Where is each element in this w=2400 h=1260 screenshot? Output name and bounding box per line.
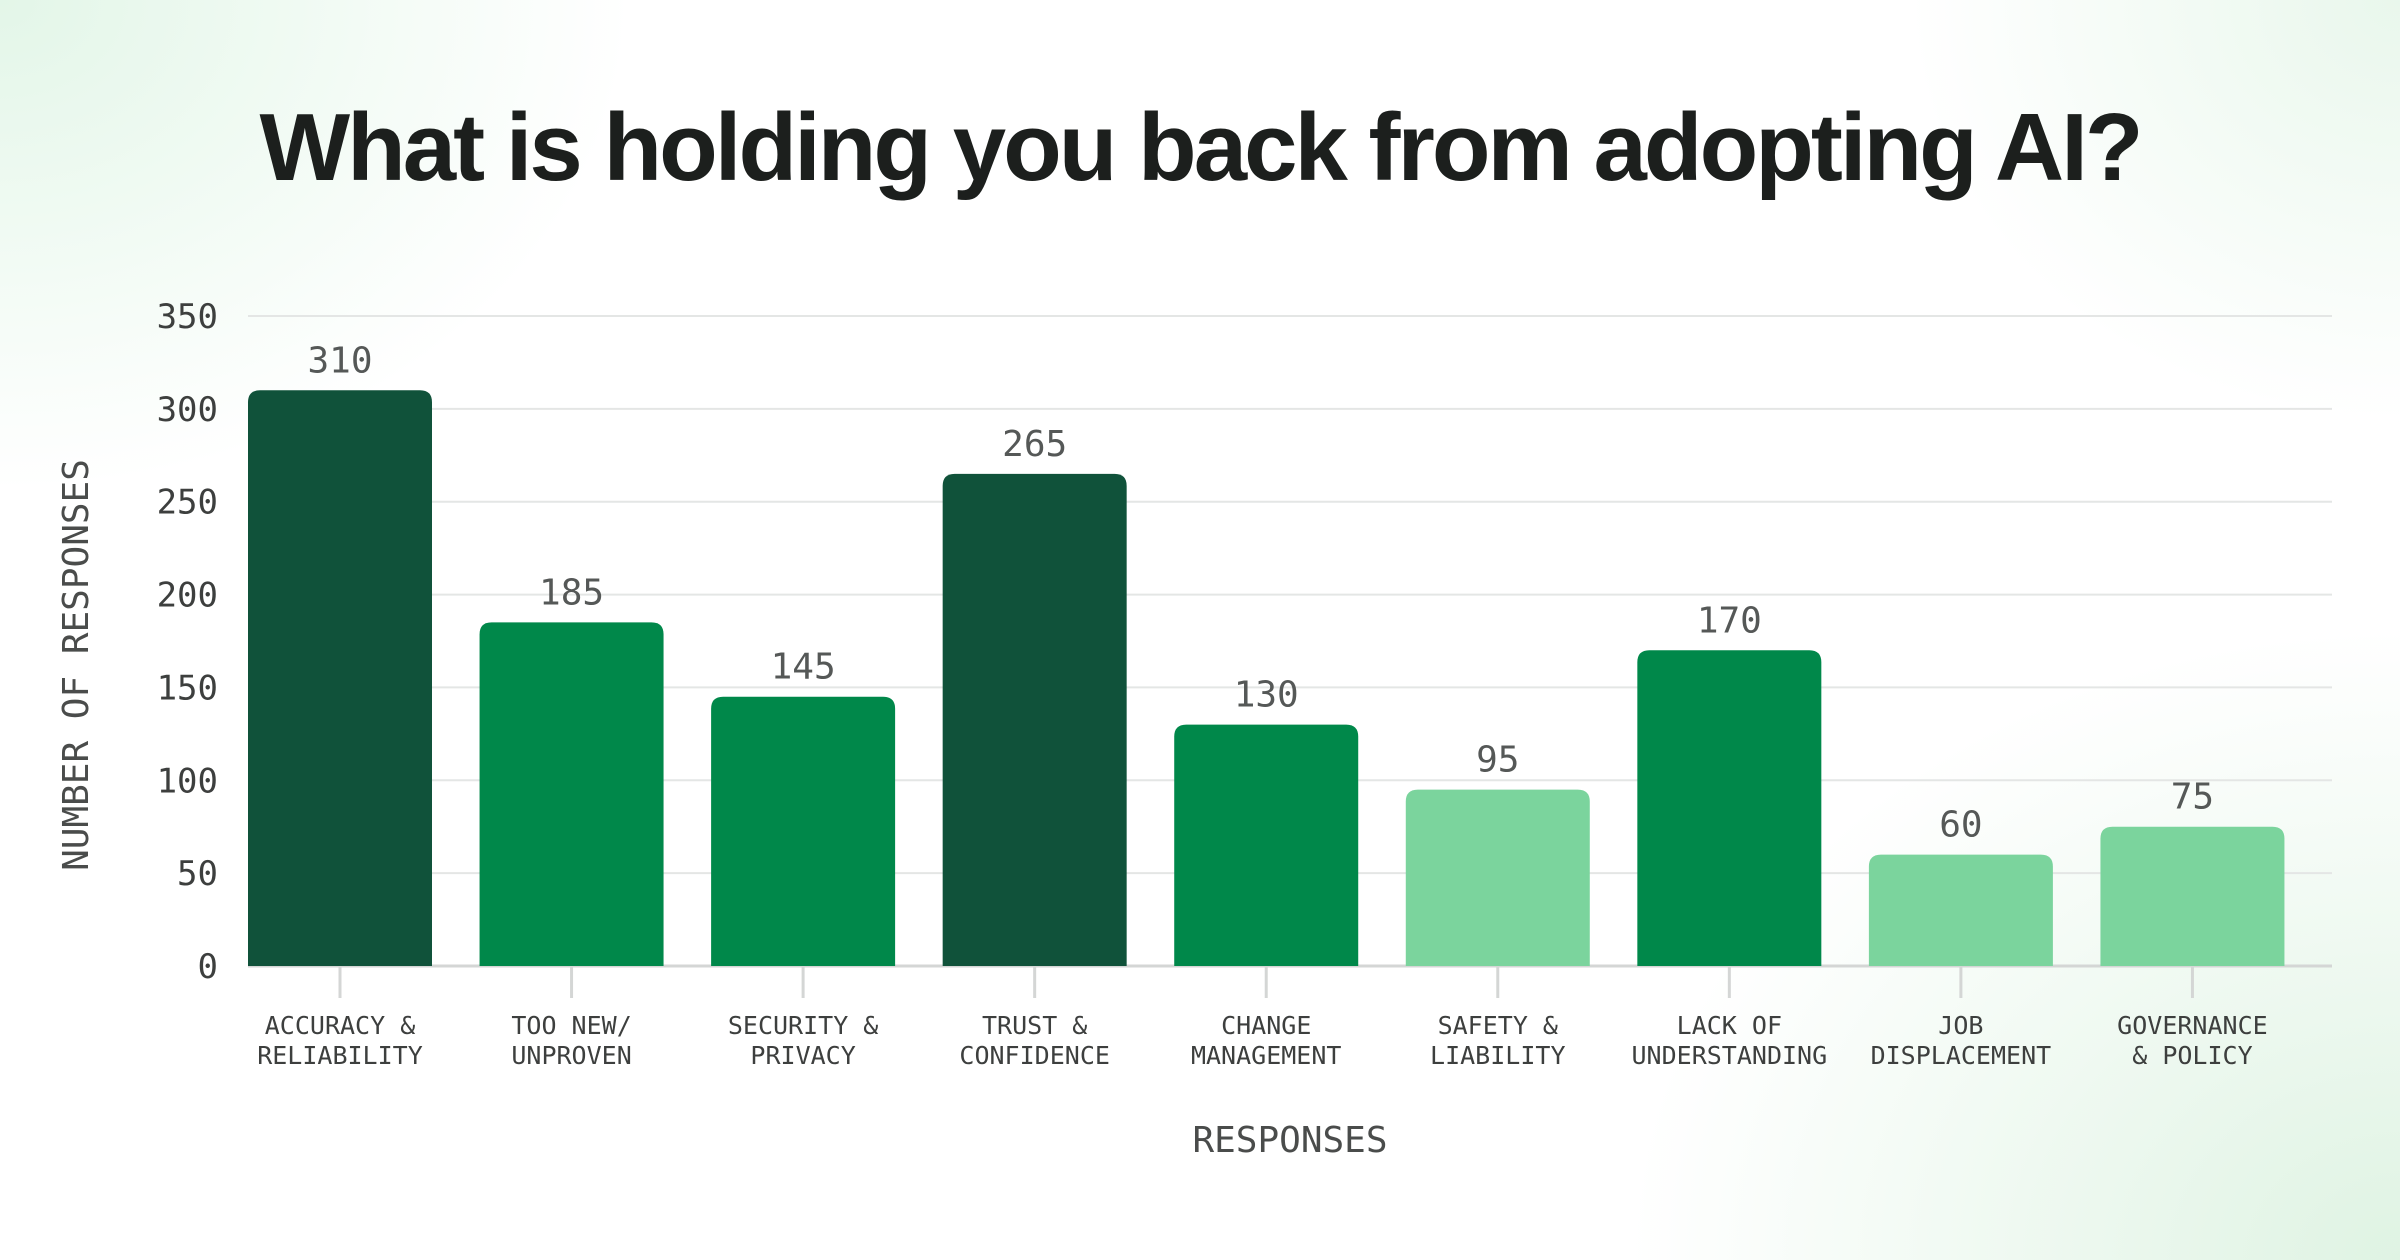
y-tick-label: 50 [177, 854, 218, 894]
bar-value-label: 310 [307, 340, 372, 381]
x-tick-label: LIABILITY [1430, 1041, 1565, 1070]
bar-value-label: 185 [539, 572, 604, 613]
x-tick-label: CHANGE [1221, 1011, 1311, 1040]
x-tick-label: UNPROVEN [511, 1041, 631, 1070]
bar [1868, 854, 2053, 966]
x-tick-label: JOB [1938, 1011, 1983, 1040]
x-tick-label: TOO NEW/ [511, 1011, 631, 1040]
x-axis-label: RESPONSES [1192, 1120, 1387, 1161]
y-axis-ticks: 0 50 100 150 200 250 300 350 [157, 297, 218, 987]
x-axis-ticks: ACCURACY &RELIABILITY TOO NEW/UNPROVEN SEC… [257, 966, 2268, 1070]
x-tick-label: DISPLACEMENT [1871, 1041, 2052, 1070]
x-tick-label: SAFETY & [1438, 1011, 1558, 1040]
y-tick-label: 300 [157, 390, 218, 430]
x-tick-label: CONFIDENCE [959, 1041, 1110, 1070]
bar [1405, 789, 1590, 966]
x-tick-label: UNDERSTANDING [1631, 1041, 1827, 1070]
bar-value-label: 95 [1476, 740, 1519, 781]
x-tick-label: GOVERNANCE [2117, 1011, 2268, 1040]
x-tick-label: ACCURACY & [265, 1011, 416, 1040]
bar-value-label: 145 [771, 647, 836, 688]
x-tick-label: PRIVACY [750, 1041, 855, 1070]
bar [1637, 650, 1822, 966]
y-tick-label: 200 [157, 576, 218, 616]
bar-value-label: 130 [1234, 675, 1299, 716]
bar-value-label: 75 [2171, 777, 2214, 818]
x-tick-label: LACK OF [1677, 1011, 1782, 1040]
x-tick-label: MANAGEMENT [1191, 1041, 1342, 1070]
y-tick-label: 100 [157, 761, 218, 801]
bar [479, 622, 664, 966]
bar-value-label: 265 [1002, 424, 1067, 465]
bars: 310 185 145 265 130 95 170 60 75 [248, 340, 2285, 966]
bar [248, 390, 432, 966]
x-tick-label: SECURITY & [728, 1011, 879, 1040]
bar-value-label: 60 [1939, 805, 1982, 846]
y-axis-label: NUMBER OF RESPONSES [56, 459, 97, 871]
bar [2100, 826, 2285, 966]
bar-value-label: 170 [1697, 600, 1762, 641]
y-tick-label: 150 [157, 668, 218, 708]
x-tick-label: TRUST & [982, 1011, 1087, 1040]
bar [942, 473, 1127, 966]
bar [711, 696, 896, 966]
chart-title: What is holding you back from adopting A… [259, 94, 2143, 201]
x-tick-label: RELIABILITY [257, 1041, 423, 1070]
bar [1174, 724, 1359, 966]
y-tick-label: 0 [198, 947, 218, 987]
y-tick-label: 250 [157, 483, 218, 523]
x-tick-label: & POLICY [2132, 1041, 2252, 1070]
y-tick-label: 350 [157, 297, 218, 337]
